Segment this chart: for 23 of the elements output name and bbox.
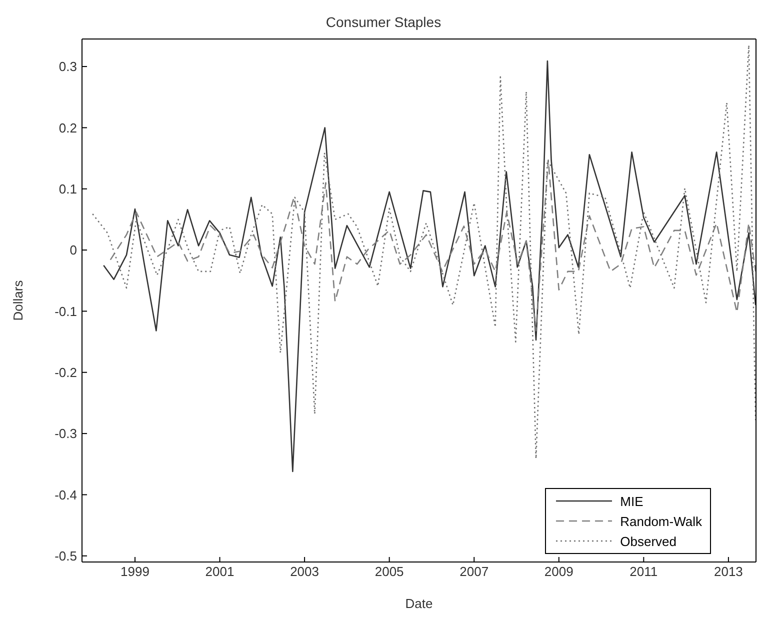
chart-title: Consumer Staples — [324, 14, 442, 30]
x-tick-label: 2011 — [630, 564, 658, 580]
y-tick-label: 0.3 — [58, 59, 77, 74]
x-tick-label: 2003 — [290, 564, 320, 580]
y-tick-label: -0.5 — [54, 548, 77, 564]
x-tick-label: 2007 — [460, 564, 489, 580]
x-tick-label: 2001 — [205, 564, 234, 580]
y-axis-title: Dollars — [10, 280, 26, 321]
y-tick-label: -0.1 — [54, 304, 77, 319]
legend-label: Observed — [620, 534, 676, 548]
legend-label: MIE — [620, 494, 644, 508]
y-tick-label: 0.1 — [58, 181, 77, 196]
y-tick-label: -0.2 — [54, 364, 77, 380]
y-tick-label: 0 — [70, 242, 77, 258]
x-tick-label: 2005 — [374, 564, 404, 580]
x-tick-label: 2009 — [544, 564, 574, 580]
y-tick-label: -0.4 — [54, 487, 77, 502]
x-tick-label: 2013 — [714, 564, 743, 580]
y-tick-label: 0.2 — [58, 120, 77, 136]
x-axis-title: Date — [405, 596, 433, 611]
legend-label: Random-Walk — [620, 514, 702, 528]
y-tick-label: -0.3 — [54, 426, 77, 442]
x-tick-label: 1999 — [120, 564, 150, 580]
